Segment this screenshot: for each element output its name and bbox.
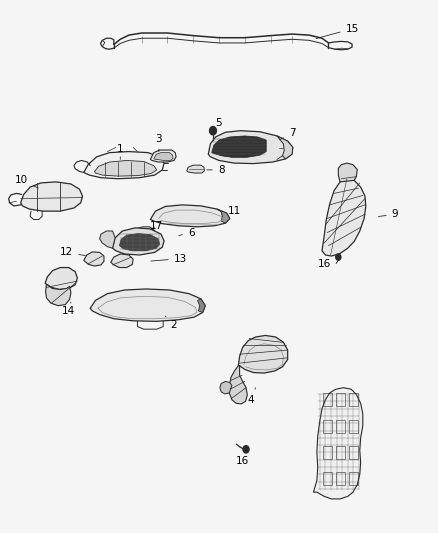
Polygon shape <box>238 335 288 373</box>
Polygon shape <box>90 289 205 321</box>
Polygon shape <box>198 299 205 312</box>
Text: 13: 13 <box>151 254 187 264</box>
Polygon shape <box>208 131 293 164</box>
Polygon shape <box>120 233 160 251</box>
Polygon shape <box>150 205 230 227</box>
Text: 4: 4 <box>248 387 255 405</box>
Polygon shape <box>21 182 82 211</box>
Polygon shape <box>322 179 366 256</box>
Text: 12: 12 <box>60 247 85 257</box>
Text: 1: 1 <box>117 144 124 159</box>
Polygon shape <box>187 165 205 173</box>
Polygon shape <box>212 136 266 157</box>
Circle shape <box>209 126 216 135</box>
Polygon shape <box>84 252 104 266</box>
Text: 14: 14 <box>62 302 75 316</box>
Text: 7: 7 <box>279 128 295 140</box>
Polygon shape <box>277 136 293 159</box>
Text: 16: 16 <box>318 257 338 269</box>
Text: 17: 17 <box>150 221 163 231</box>
Polygon shape <box>150 150 176 162</box>
Polygon shape <box>113 228 164 255</box>
Circle shape <box>243 446 249 453</box>
Text: 11: 11 <box>222 206 240 216</box>
Text: 8: 8 <box>207 165 224 175</box>
Polygon shape <box>230 366 247 404</box>
Polygon shape <box>220 382 232 394</box>
Text: 5: 5 <box>212 118 223 133</box>
Text: 10: 10 <box>15 175 39 188</box>
Polygon shape <box>100 231 115 248</box>
Polygon shape <box>314 387 363 499</box>
Polygon shape <box>46 284 71 306</box>
Circle shape <box>150 229 155 235</box>
Polygon shape <box>217 209 230 223</box>
Polygon shape <box>135 227 154 236</box>
Text: 16: 16 <box>236 450 249 466</box>
Text: 3: 3 <box>155 134 162 151</box>
Text: 15: 15 <box>316 24 359 38</box>
Polygon shape <box>154 152 173 160</box>
Polygon shape <box>111 254 133 268</box>
Text: 9: 9 <box>378 209 398 219</box>
Text: 6: 6 <box>179 228 194 238</box>
Polygon shape <box>45 268 78 289</box>
Polygon shape <box>95 160 157 176</box>
Circle shape <box>336 254 341 260</box>
Polygon shape <box>84 151 164 179</box>
Text: 2: 2 <box>166 316 177 330</box>
Polygon shape <box>338 163 357 182</box>
